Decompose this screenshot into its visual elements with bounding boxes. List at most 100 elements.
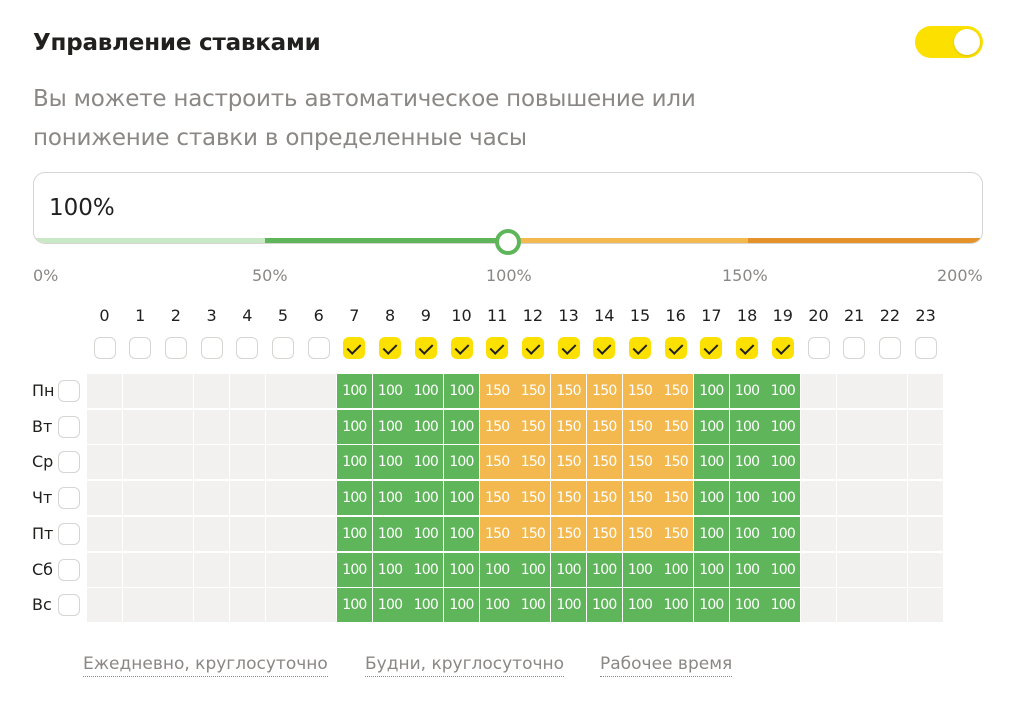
schedule-cell[interactable]: 150 bbox=[515, 481, 551, 516]
schedule-cell[interactable]: 150 bbox=[658, 374, 694, 408]
schedule-cell[interactable]: 100 bbox=[693, 374, 729, 408]
schedule-cell[interactable]: 100 bbox=[658, 588, 694, 623]
schedule-cell[interactable] bbox=[158, 516, 194, 551]
schedule-cell[interactable]: 150 bbox=[586, 374, 622, 408]
schedule-cell[interactable] bbox=[801, 588, 836, 623]
schedule-cell[interactable] bbox=[158, 588, 194, 623]
schedule-cell[interactable] bbox=[194, 409, 230, 444]
hour-checkbox[interactable] bbox=[343, 337, 366, 359]
hour-checkbox[interactable] bbox=[414, 337, 437, 359]
schedule-cell[interactable]: 100 bbox=[444, 374, 479, 408]
schedule-cell[interactable]: 100 bbox=[336, 409, 372, 444]
schedule-cell[interactable]: 100 bbox=[336, 374, 372, 408]
rate-slider-track[interactable] bbox=[34, 238, 982, 243]
schedule-cell[interactable] bbox=[122, 445, 158, 480]
schedule-cell[interactable] bbox=[836, 409, 872, 444]
schedule-cell[interactable] bbox=[872, 481, 908, 516]
schedule-cell[interactable]: 150 bbox=[515, 445, 551, 480]
schedule-cell[interactable] bbox=[908, 481, 944, 516]
hour-checkbox[interactable] bbox=[700, 337, 723, 359]
schedule-cell[interactable]: 100 bbox=[729, 374, 765, 408]
schedule-cell[interactable] bbox=[158, 409, 194, 444]
schedule-cell[interactable] bbox=[301, 409, 337, 444]
schedule-cell[interactable] bbox=[836, 374, 872, 408]
schedule-cell[interactable]: 150 bbox=[586, 516, 622, 551]
schedule-cell[interactable]: 150 bbox=[479, 516, 515, 551]
schedule-cell[interactable] bbox=[122, 374, 158, 408]
schedule-cell[interactable] bbox=[908, 409, 944, 444]
schedule-cell[interactable]: 100 bbox=[729, 409, 765, 444]
hour-checkbox[interactable] bbox=[878, 337, 901, 359]
schedule-cell[interactable]: 100 bbox=[372, 409, 408, 444]
schedule-cell[interactable]: 100 bbox=[765, 409, 801, 444]
schedule-cell[interactable]: 100 bbox=[336, 516, 372, 551]
schedule-cell[interactable]: 100 bbox=[765, 552, 801, 587]
schedule-cell[interactable]: 100 bbox=[765, 445, 801, 480]
schedule-cell[interactable]: 100 bbox=[622, 588, 658, 623]
rate-value[interactable]: 100% bbox=[49, 195, 115, 221]
schedule-cell[interactable]: 100 bbox=[372, 588, 408, 623]
schedule-cell[interactable] bbox=[908, 588, 944, 623]
schedule-cell[interactable]: 100 bbox=[729, 552, 765, 587]
schedule-cell[interactable]: 100 bbox=[586, 588, 622, 623]
schedule-cell[interactable]: 150 bbox=[479, 445, 515, 480]
schedule-cell[interactable]: 100 bbox=[336, 481, 372, 516]
schedule-cell[interactable] bbox=[229, 409, 265, 444]
schedule-cell[interactable] bbox=[908, 374, 944, 408]
schedule-cell[interactable]: 100 bbox=[408, 516, 444, 551]
hour-checkbox[interactable] bbox=[629, 337, 651, 359]
schedule-cell[interactable] bbox=[836, 552, 872, 587]
schedule-cell[interactable] bbox=[194, 552, 230, 587]
schedule-cell[interactable]: 150 bbox=[658, 445, 694, 480]
hour-checkbox[interactable] bbox=[664, 337, 687, 359]
schedule-cell[interactable]: 100 bbox=[729, 516, 765, 551]
schedule-cell[interactable] bbox=[301, 481, 337, 516]
schedule-cell[interactable]: 100 bbox=[479, 588, 515, 623]
schedule-cell[interactable]: 100 bbox=[551, 552, 587, 587]
schedule-cell[interactable]: 100 bbox=[765, 516, 801, 551]
schedule-cell[interactable]: 100 bbox=[336, 552, 372, 587]
schedule-cell[interactable]: 100 bbox=[693, 516, 729, 551]
schedule-cell[interactable]: 100 bbox=[444, 552, 479, 587]
schedule-cell[interactable] bbox=[158, 552, 194, 587]
schedule-cell[interactable]: 100 bbox=[444, 445, 479, 480]
schedule-cell[interactable] bbox=[265, 374, 301, 408]
schedule-cell[interactable]: 100 bbox=[693, 445, 729, 480]
schedule-cell[interactable]: 150 bbox=[622, 481, 658, 516]
day-checkbox[interactable] bbox=[58, 415, 80, 438]
schedule-cell[interactable]: 100 bbox=[408, 409, 444, 444]
schedule-cell[interactable]: 100 bbox=[444, 588, 479, 623]
schedule-cell[interactable] bbox=[87, 374, 122, 408]
schedule-cell[interactable]: 100 bbox=[551, 588, 587, 623]
schedule-cell[interactable] bbox=[158, 374, 194, 408]
bid-management-toggle[interactable] bbox=[915, 26, 983, 58]
schedule-cell[interactable]: 100 bbox=[765, 588, 801, 623]
schedule-cell[interactable] bbox=[158, 445, 194, 480]
day-checkbox[interactable] bbox=[58, 380, 80, 402]
schedule-cell[interactable]: 100 bbox=[622, 552, 658, 587]
schedule-cell[interactable]: 100 bbox=[765, 481, 801, 516]
schedule-cell[interactable] bbox=[836, 516, 872, 551]
schedule-cell[interactable] bbox=[872, 516, 908, 551]
schedule-cell[interactable]: 150 bbox=[586, 409, 622, 444]
schedule-cell[interactable] bbox=[229, 374, 265, 408]
schedule-cell[interactable]: 100 bbox=[408, 445, 444, 480]
schedule-cell[interactable] bbox=[194, 445, 230, 480]
schedule-cell[interactable]: 100 bbox=[693, 481, 729, 516]
schedule-cell[interactable]: 100 bbox=[515, 552, 551, 587]
hour-checkbox[interactable] bbox=[843, 337, 866, 359]
schedule-cell[interactable]: 100 bbox=[408, 481, 444, 516]
day-checkbox[interactable] bbox=[58, 522, 80, 545]
schedule-cell[interactable]: 150 bbox=[515, 516, 551, 551]
schedule-cell[interactable]: 100 bbox=[336, 445, 372, 480]
schedule-cell[interactable] bbox=[301, 374, 337, 408]
schedule-cell[interactable] bbox=[301, 445, 337, 480]
schedule-cell[interactable] bbox=[872, 588, 908, 623]
hour-checkbox[interactable] bbox=[593, 337, 616, 359]
schedule-cell[interactable] bbox=[122, 516, 158, 551]
schedule-cell[interactable] bbox=[801, 516, 836, 551]
schedule-cell[interactable]: 100 bbox=[693, 588, 729, 623]
schedule-cell[interactable] bbox=[122, 481, 158, 516]
schedule-cell[interactable] bbox=[265, 516, 301, 551]
schedule-cell[interactable] bbox=[87, 445, 122, 480]
